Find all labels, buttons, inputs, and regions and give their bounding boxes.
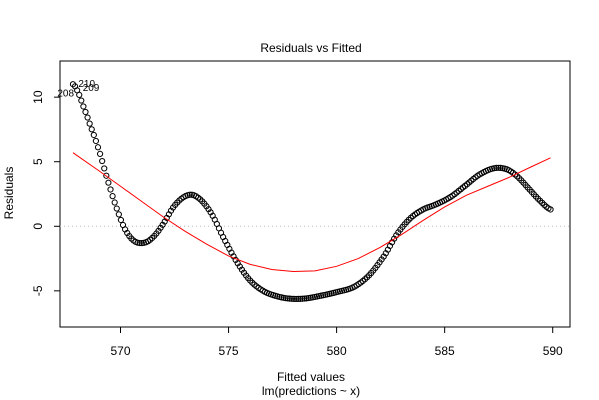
x-tick-label: 580 (327, 344, 347, 358)
x-axis-subtitle: lm(predictions ~ x) (262, 384, 360, 398)
residual-point (99, 157, 106, 165)
residual-point (117, 216, 125, 224)
plot-frame (59, 60, 571, 328)
residual-point (286, 295, 293, 302)
y-axis: -5 0 5 10 (31, 90, 61, 296)
residual-point (88, 126, 95, 133)
residual-point (288, 295, 296, 302)
x-tick-label: 590 (543, 344, 563, 358)
residual-point (111, 199, 118, 206)
residual-point (92, 137, 100, 145)
residual-point (295, 295, 302, 303)
residual-point (282, 295, 289, 302)
residual-point (299, 295, 306, 302)
residual-point (101, 165, 108, 172)
y-tick-label: 10 (31, 90, 45, 104)
residual-point (113, 205, 120, 212)
residual-point (94, 144, 102, 151)
residual-point (547, 206, 554, 213)
point-label: 210 (78, 79, 95, 90)
x-tick-label: 570 (110, 344, 130, 358)
residual-point (86, 120, 93, 127)
residual-point (103, 172, 110, 179)
point-label: 209 (83, 83, 100, 94)
residual-point (82, 108, 89, 116)
residual-point (105, 179, 112, 186)
residual-point (293, 295, 300, 303)
x-axis: 570 575 580 585 590 (110, 326, 563, 358)
residual-point (495, 164, 502, 171)
y-axis-label: Residuals (2, 167, 16, 220)
chart-title: Residuals vs Fitted (260, 41, 361, 55)
residual-point (297, 295, 304, 302)
residual-point (136, 239, 143, 247)
residual-points (69, 81, 554, 303)
residual-point (138, 239, 145, 247)
x-tick-label: 585 (435, 344, 455, 358)
smooth-fit-line (72, 152, 551, 272)
residual-point (78, 97, 85, 104)
residual-point (186, 191, 193, 198)
residual-point (301, 295, 308, 302)
x-tick-label: 575 (219, 344, 239, 358)
residual-point (107, 186, 114, 193)
residual-point (84, 114, 91, 121)
residual-point (80, 103, 87, 110)
residual-point (493, 164, 500, 171)
point-label: 208 (57, 88, 74, 99)
residual-point (76, 91, 83, 99)
residual-point (115, 211, 122, 218)
y-tick-label: -5 (31, 285, 45, 296)
y-tick-label: 0 (31, 223, 45, 230)
residual-point (303, 295, 310, 302)
residual-point (90, 131, 97, 139)
residual-point (290, 295, 298, 302)
residual-point (96, 150, 104, 158)
x-axis-label: Fitted values (277, 370, 345, 384)
residual-point (497, 164, 504, 171)
y-tick-label: 5 (31, 158, 45, 165)
residual-point (109, 193, 116, 200)
residual-point (284, 295, 291, 302)
